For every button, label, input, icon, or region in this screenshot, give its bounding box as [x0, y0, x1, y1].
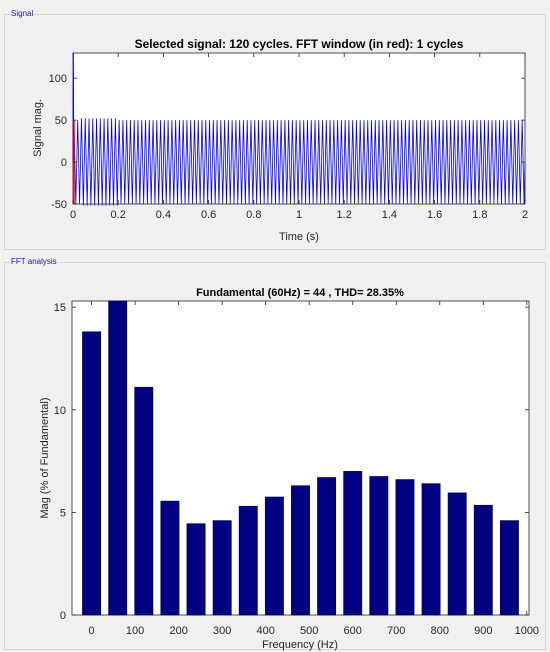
signal-panel-label: Signal: [10, 9, 35, 19]
signal-x-tick-label: 1.8: [472, 209, 487, 221]
fft-x-axis: 0 100 200 300 400 500 600 700 800 900 1000: [89, 301, 539, 637]
signal-y-tick-label: 50: [55, 115, 67, 127]
fft-y-tick-label: 10: [54, 405, 66, 417]
fft-bar: [317, 477, 337, 616]
fft-bar: [108, 300, 128, 616]
fft-bar: [160, 500, 180, 616]
signal-x-label: Time (s): [279, 231, 319, 243]
fft-y-tick-label: 0: [60, 610, 66, 622]
fft-panel: [4, 262, 546, 650]
fft-panel-label: FFT analysis: [10, 257, 58, 267]
signal-waveform: [72, 52, 526, 206]
signal-x-tick-label: 0: [70, 209, 76, 221]
fft-x-tick-label: 1000: [515, 625, 539, 637]
signal-chart: Selected signal: 120 cycles. FFT window …: [32, 37, 528, 243]
signal-x-tick-label: 0.2: [111, 209, 126, 221]
fft-x-tick-label: 900: [474, 625, 492, 637]
signal-x-axis: 0 0.2 0.4 0.6 0.8 1 1.2 1.4 1.6 1.8 2: [70, 53, 528, 221]
fft-bar: [291, 485, 310, 616]
signal-y-tick-label: 100: [49, 73, 67, 85]
fft-x-tick-label: 0: [89, 625, 95, 637]
fft-bar: [82, 331, 102, 616]
fft-bar: [134, 386, 154, 616]
signal-panel: [4, 14, 546, 250]
signal-y-axis: -50 0 50 100: [49, 73, 525, 211]
signal-y-label: Signal mag.: [32, 99, 44, 157]
signal-x-tick-label: 1.2: [337, 209, 352, 221]
signal-chart-title: Selected signal: 120 cycles. FFT window …: [135, 37, 464, 51]
signal-x-tick-label: 1.4: [382, 209, 397, 221]
signal-x-tick-label: 0.4: [156, 209, 171, 221]
fft-x-tick-label: 300: [213, 625, 231, 637]
fft-bar: [369, 476, 389, 616]
signal-x-tick-label: 0.6: [201, 209, 216, 221]
fft-y-axis: 0 5 10 15: [54, 302, 529, 622]
signal-x-tick-label: 1: [296, 209, 302, 221]
fft-y-label: Mag (% of Fundamental): [39, 397, 51, 518]
fft-x-tick-label: 200: [169, 625, 187, 637]
fft-x-tick-label: 400: [257, 625, 275, 637]
fft-bar: [447, 492, 467, 616]
fft-bar: [264, 496, 284, 616]
fft-x-tick-label: 800: [431, 625, 449, 637]
fft-x-tick-label: 600: [344, 625, 362, 637]
fft-bar: [421, 483, 441, 616]
fft-x-tick-label: 500: [300, 625, 318, 637]
fft-bar: [238, 505, 258, 616]
fft-y-tick-label: 15: [54, 302, 66, 314]
fft-bar: [186, 523, 206, 616]
signal-y-tick-label: 0: [61, 157, 67, 169]
signal-x-tick-label: 2: [522, 209, 528, 221]
fft-bar: [395, 479, 415, 616]
fft-bar: [212, 520, 232, 616]
fft-chart-title: Fundamental (60Hz) = 44 , THD= 28.35%: [196, 287, 404, 299]
fft-bar: [473, 504, 493, 616]
fft-y-tick-label: 5: [60, 507, 66, 519]
fft-bar: [343, 471, 363, 616]
signal-x-tick-label: 1.6: [427, 209, 442, 221]
signal-x-tick-label: 0.8: [246, 209, 261, 221]
fft-bar: [499, 520, 519, 616]
fft-bars: [82, 300, 519, 616]
fft-x-tick-label: 700: [387, 625, 405, 637]
fft-x-label: Frequency (Hz): [262, 639, 338, 651]
signal-y-tick-label: -50: [51, 199, 67, 211]
fft-x-tick-label: 100: [126, 625, 144, 637]
